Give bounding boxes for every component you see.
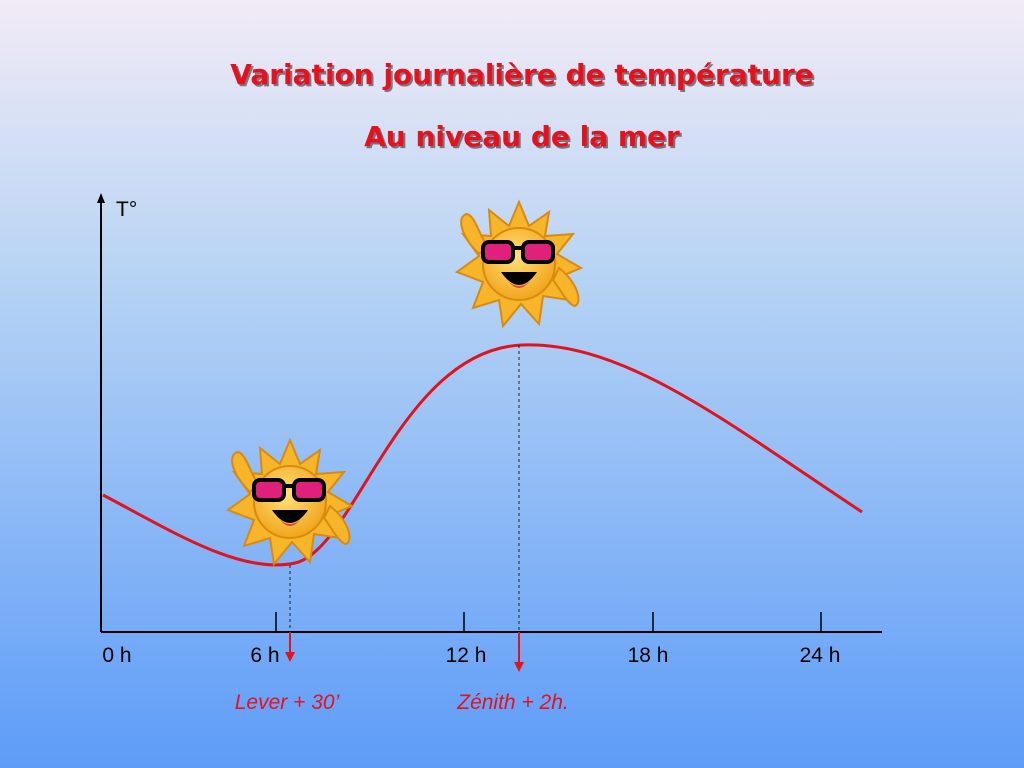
subtitle-shadow-text: Au niveau de la mer: [366, 122, 682, 155]
x-tick-label: 0 h: [102, 644, 131, 667]
arrow-head: [285, 652, 295, 662]
y-axis-arrow: [97, 193, 105, 203]
annotation: Lever + 30’: [235, 691, 340, 714]
title: Variation journalière de température: [230, 58, 814, 91]
temperature-curve: [102, 343, 863, 567]
title-shadow-text: Variation journalière de température: [232, 60, 816, 93]
subtitle: Au niveau de la mer: [364, 120, 680, 153]
x-tick-label: 6 h: [250, 644, 279, 667]
tick-marks: [275, 612, 822, 632]
arrow-head: [514, 662, 524, 672]
x-tick-label: 18 h: [628, 644, 669, 667]
y-axis-label: T°: [116, 198, 137, 221]
title-shadow: Variation journalière de température Au …: [232, 60, 816, 155]
annotation: Zénith + 2h.: [456, 691, 569, 714]
x-tick-label: 24 h: [800, 644, 841, 667]
x-tick-label: 12 h: [446, 644, 487, 667]
